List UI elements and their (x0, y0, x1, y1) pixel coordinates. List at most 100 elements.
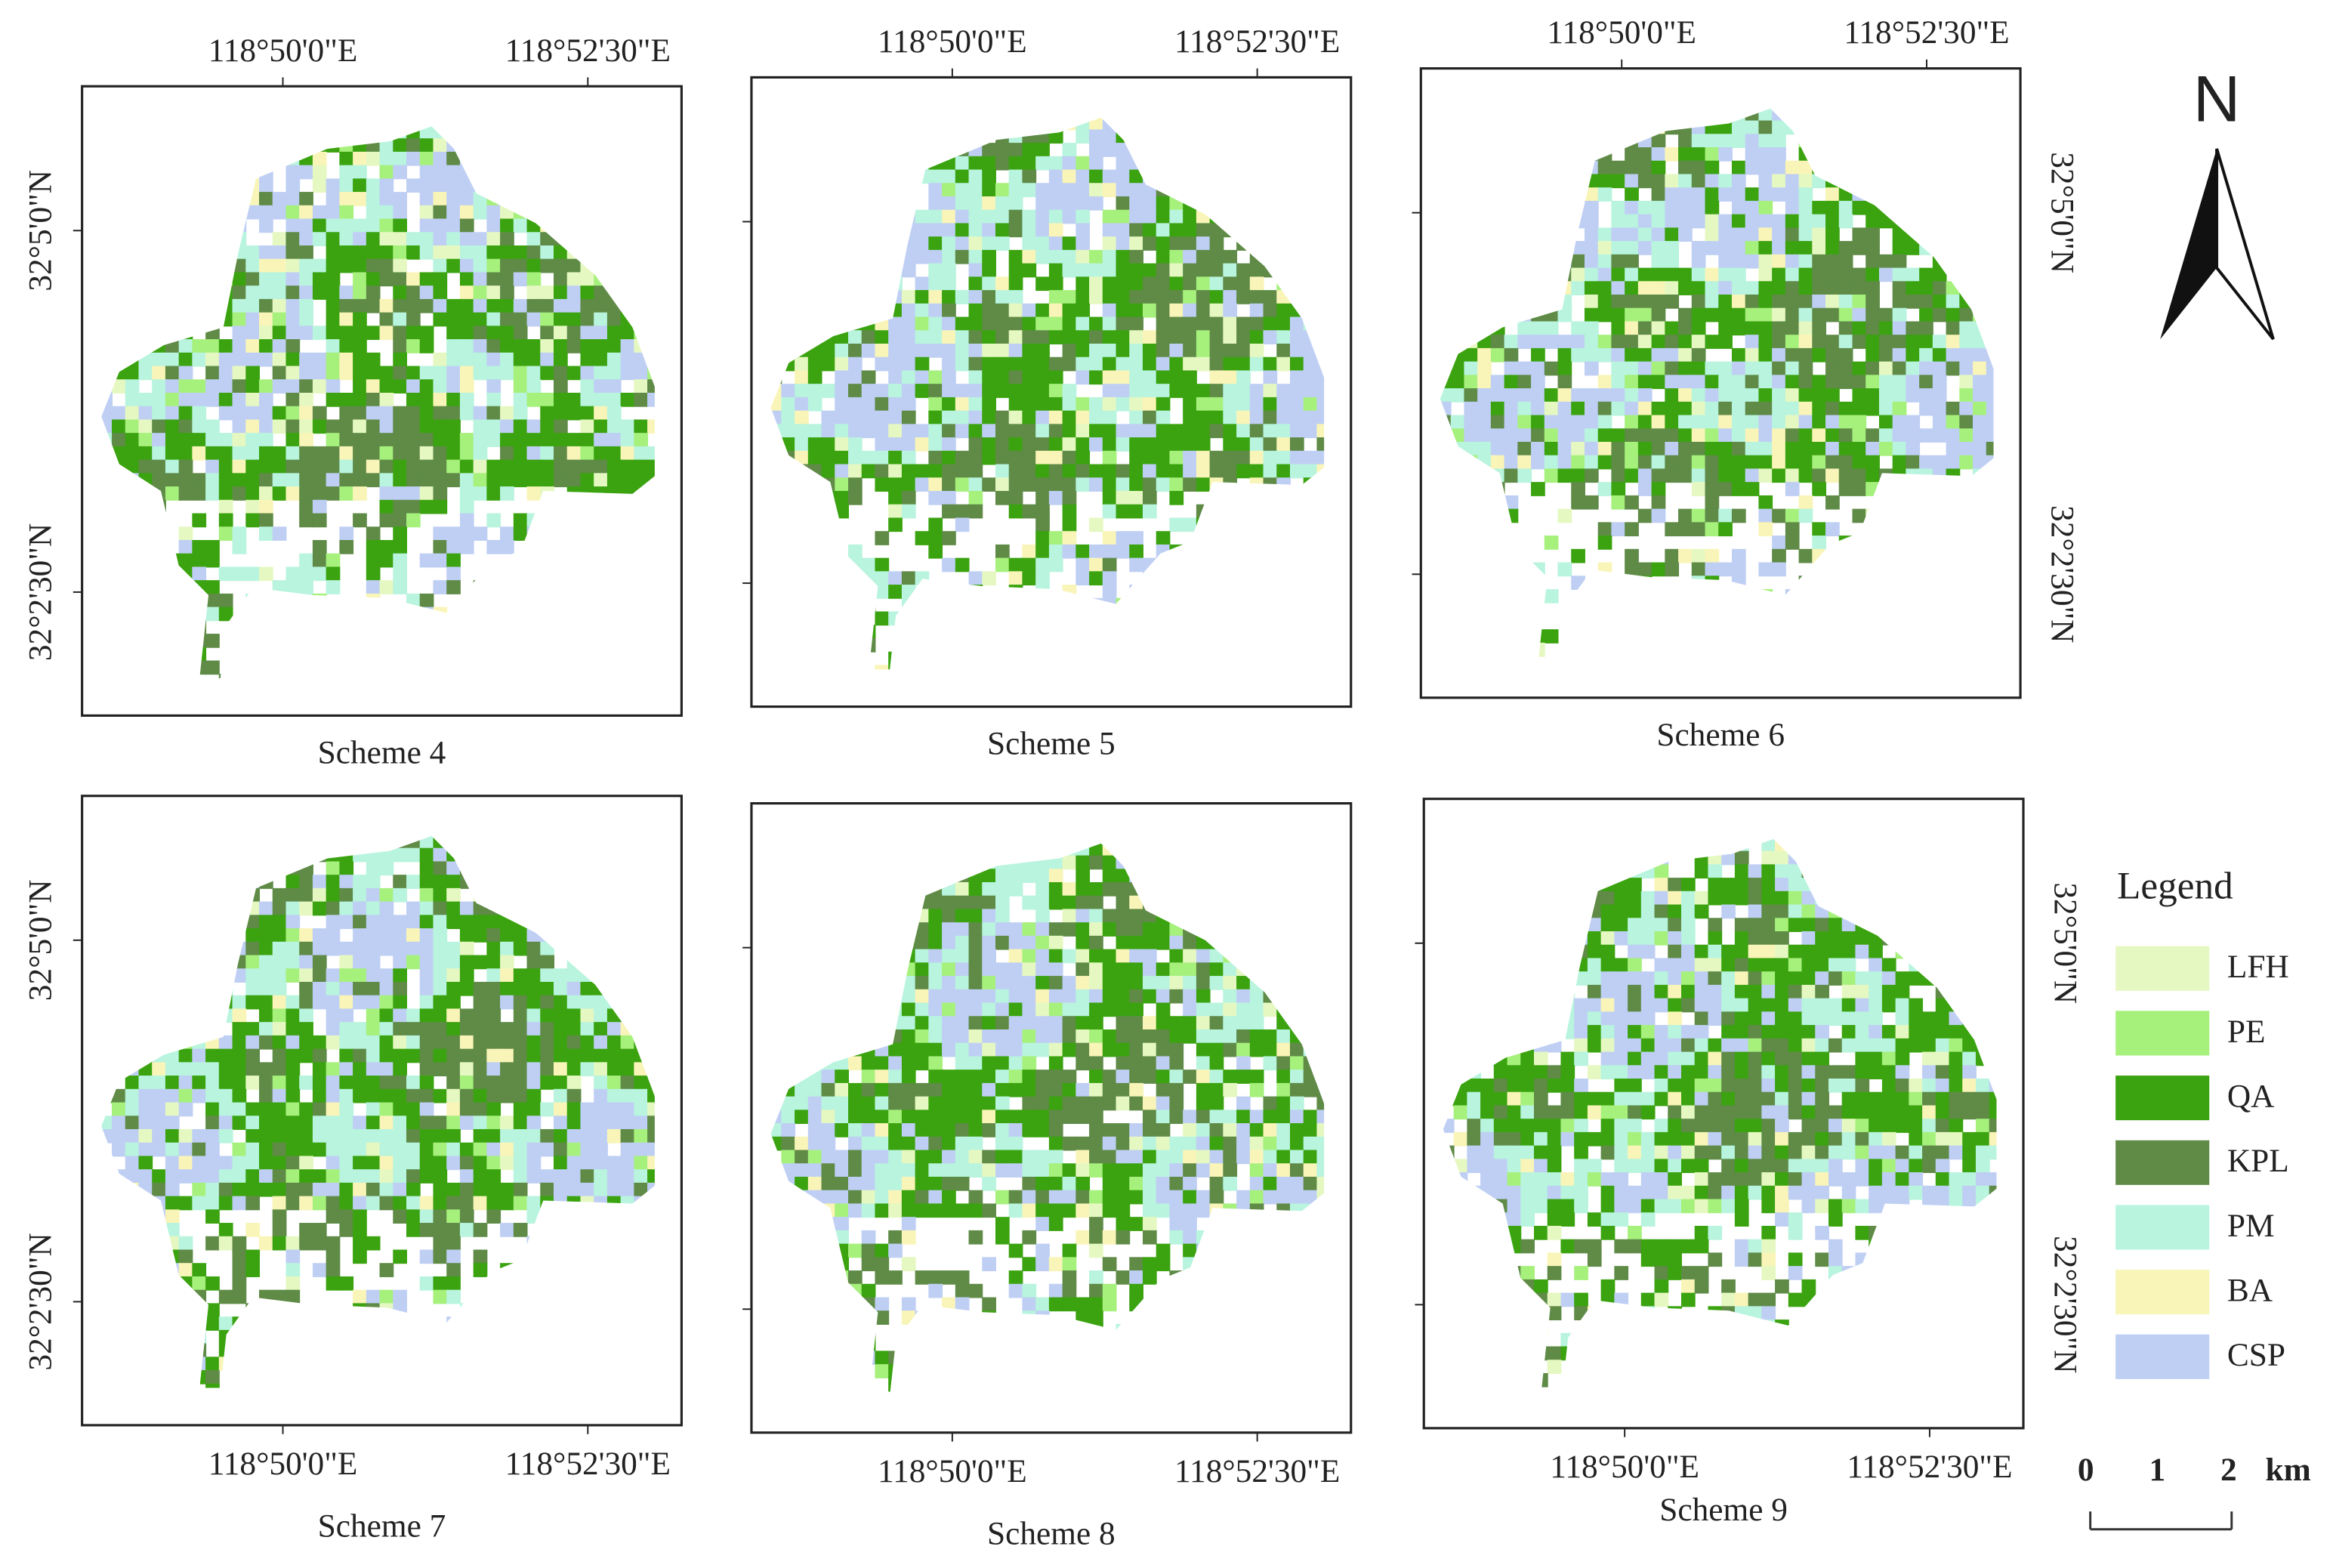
land-cell (205, 1088, 220, 1103)
land-cell (272, 941, 287, 956)
land-cell (1236, 437, 1251, 452)
land-cell (1651, 495, 1666, 510)
land-cell (285, 298, 301, 313)
land-cell (1611, 294, 1626, 309)
land-cell (1919, 401, 1933, 416)
land-cell (847, 357, 863, 372)
land-cell (1745, 482, 1760, 496)
land-cell (1838, 214, 1853, 229)
land-cell (526, 473, 542, 488)
land-cell (299, 298, 313, 313)
land-cell (500, 928, 514, 943)
land-cell (459, 366, 474, 381)
land-cell (1731, 508, 1746, 523)
land-cell (1075, 370, 1091, 385)
land-cell (955, 557, 970, 573)
land-cell (125, 1088, 140, 1103)
land-cell (406, 1102, 421, 1117)
land-cell (285, 178, 301, 193)
land-cell (1289, 316, 1304, 332)
land-cell (353, 1035, 367, 1050)
land-cell (1183, 303, 1197, 318)
land-cell (955, 410, 970, 425)
land-cell (446, 218, 461, 233)
land-cell (245, 258, 261, 273)
land-cell (1102, 290, 1117, 304)
land-cell (1584, 468, 1599, 483)
land-cell (1008, 437, 1023, 452)
land-cell (446, 178, 461, 193)
land-cell (259, 1102, 273, 1117)
land-cell (1772, 307, 1786, 323)
land-cell (339, 406, 354, 421)
land-cell (1209, 276, 1224, 292)
land-cell (1584, 187, 1599, 202)
land-cell (1758, 522, 1773, 537)
land-cell (353, 1076, 367, 1090)
land-cell (379, 419, 394, 434)
land-cell (1731, 294, 1746, 309)
land-cell (1825, 388, 1840, 403)
land-cell (995, 384, 1010, 398)
land-cell (1785, 388, 1800, 403)
land-cell (606, 352, 622, 367)
land-cell (1785, 522, 1800, 537)
land-cell (366, 981, 381, 996)
land-cell (513, 995, 528, 1010)
land-cell (540, 1035, 554, 1050)
land-cell (1102, 450, 1117, 465)
land-cell (1625, 227, 1639, 242)
land-cell (1008, 424, 1023, 439)
land-cell (245, 995, 261, 1010)
land-cell (312, 178, 327, 193)
land-cell (419, 339, 434, 353)
land-cell (540, 339, 554, 353)
land-cell (446, 298, 461, 313)
land-cell (526, 433, 542, 447)
land-cell (339, 433, 354, 447)
land-cover (770, 117, 1325, 670)
land-cell (1611, 335, 1626, 349)
land-cell (554, 473, 568, 488)
land-cell (1089, 544, 1103, 559)
land-cell (1223, 330, 1238, 344)
land-cell (1865, 241, 1880, 255)
land-cell (1129, 437, 1143, 452)
land-cell (1236, 384, 1251, 398)
land-cell (1196, 223, 1211, 238)
land-cell (1571, 388, 1585, 403)
land-cell (1504, 375, 1519, 390)
land-cell (285, 258, 301, 273)
land-cell (1062, 316, 1077, 332)
land-cell (446, 352, 461, 367)
land-cell (393, 847, 407, 863)
land-cell (138, 459, 153, 474)
land-cell (1625, 294, 1639, 309)
land-cell (1062, 196, 1077, 211)
land-cell (540, 406, 554, 421)
land-cell (821, 343, 836, 358)
land-cell (272, 419, 287, 434)
land-cell (473, 473, 488, 488)
land-cell (1772, 415, 1786, 430)
land-cell (459, 312, 474, 327)
land-cell (1035, 303, 1050, 318)
land-cell (1169, 290, 1184, 304)
land-cell (473, 981, 488, 996)
land-cell (259, 941, 273, 956)
land-cell (419, 901, 434, 916)
land-cell (1102, 303, 1117, 318)
land-cell (353, 955, 367, 970)
land-cell (433, 178, 448, 193)
land-cell (165, 433, 180, 447)
land-cell (259, 312, 273, 327)
land-cell (1745, 415, 1760, 430)
land-cell (353, 392, 367, 407)
land-cell (259, 526, 273, 541)
land-cell (446, 1062, 461, 1077)
land-cell (205, 419, 220, 434)
land-cell (1062, 209, 1077, 224)
land-cell (285, 1062, 301, 1077)
land-cell (1048, 303, 1063, 318)
land-cell (1116, 143, 1131, 157)
